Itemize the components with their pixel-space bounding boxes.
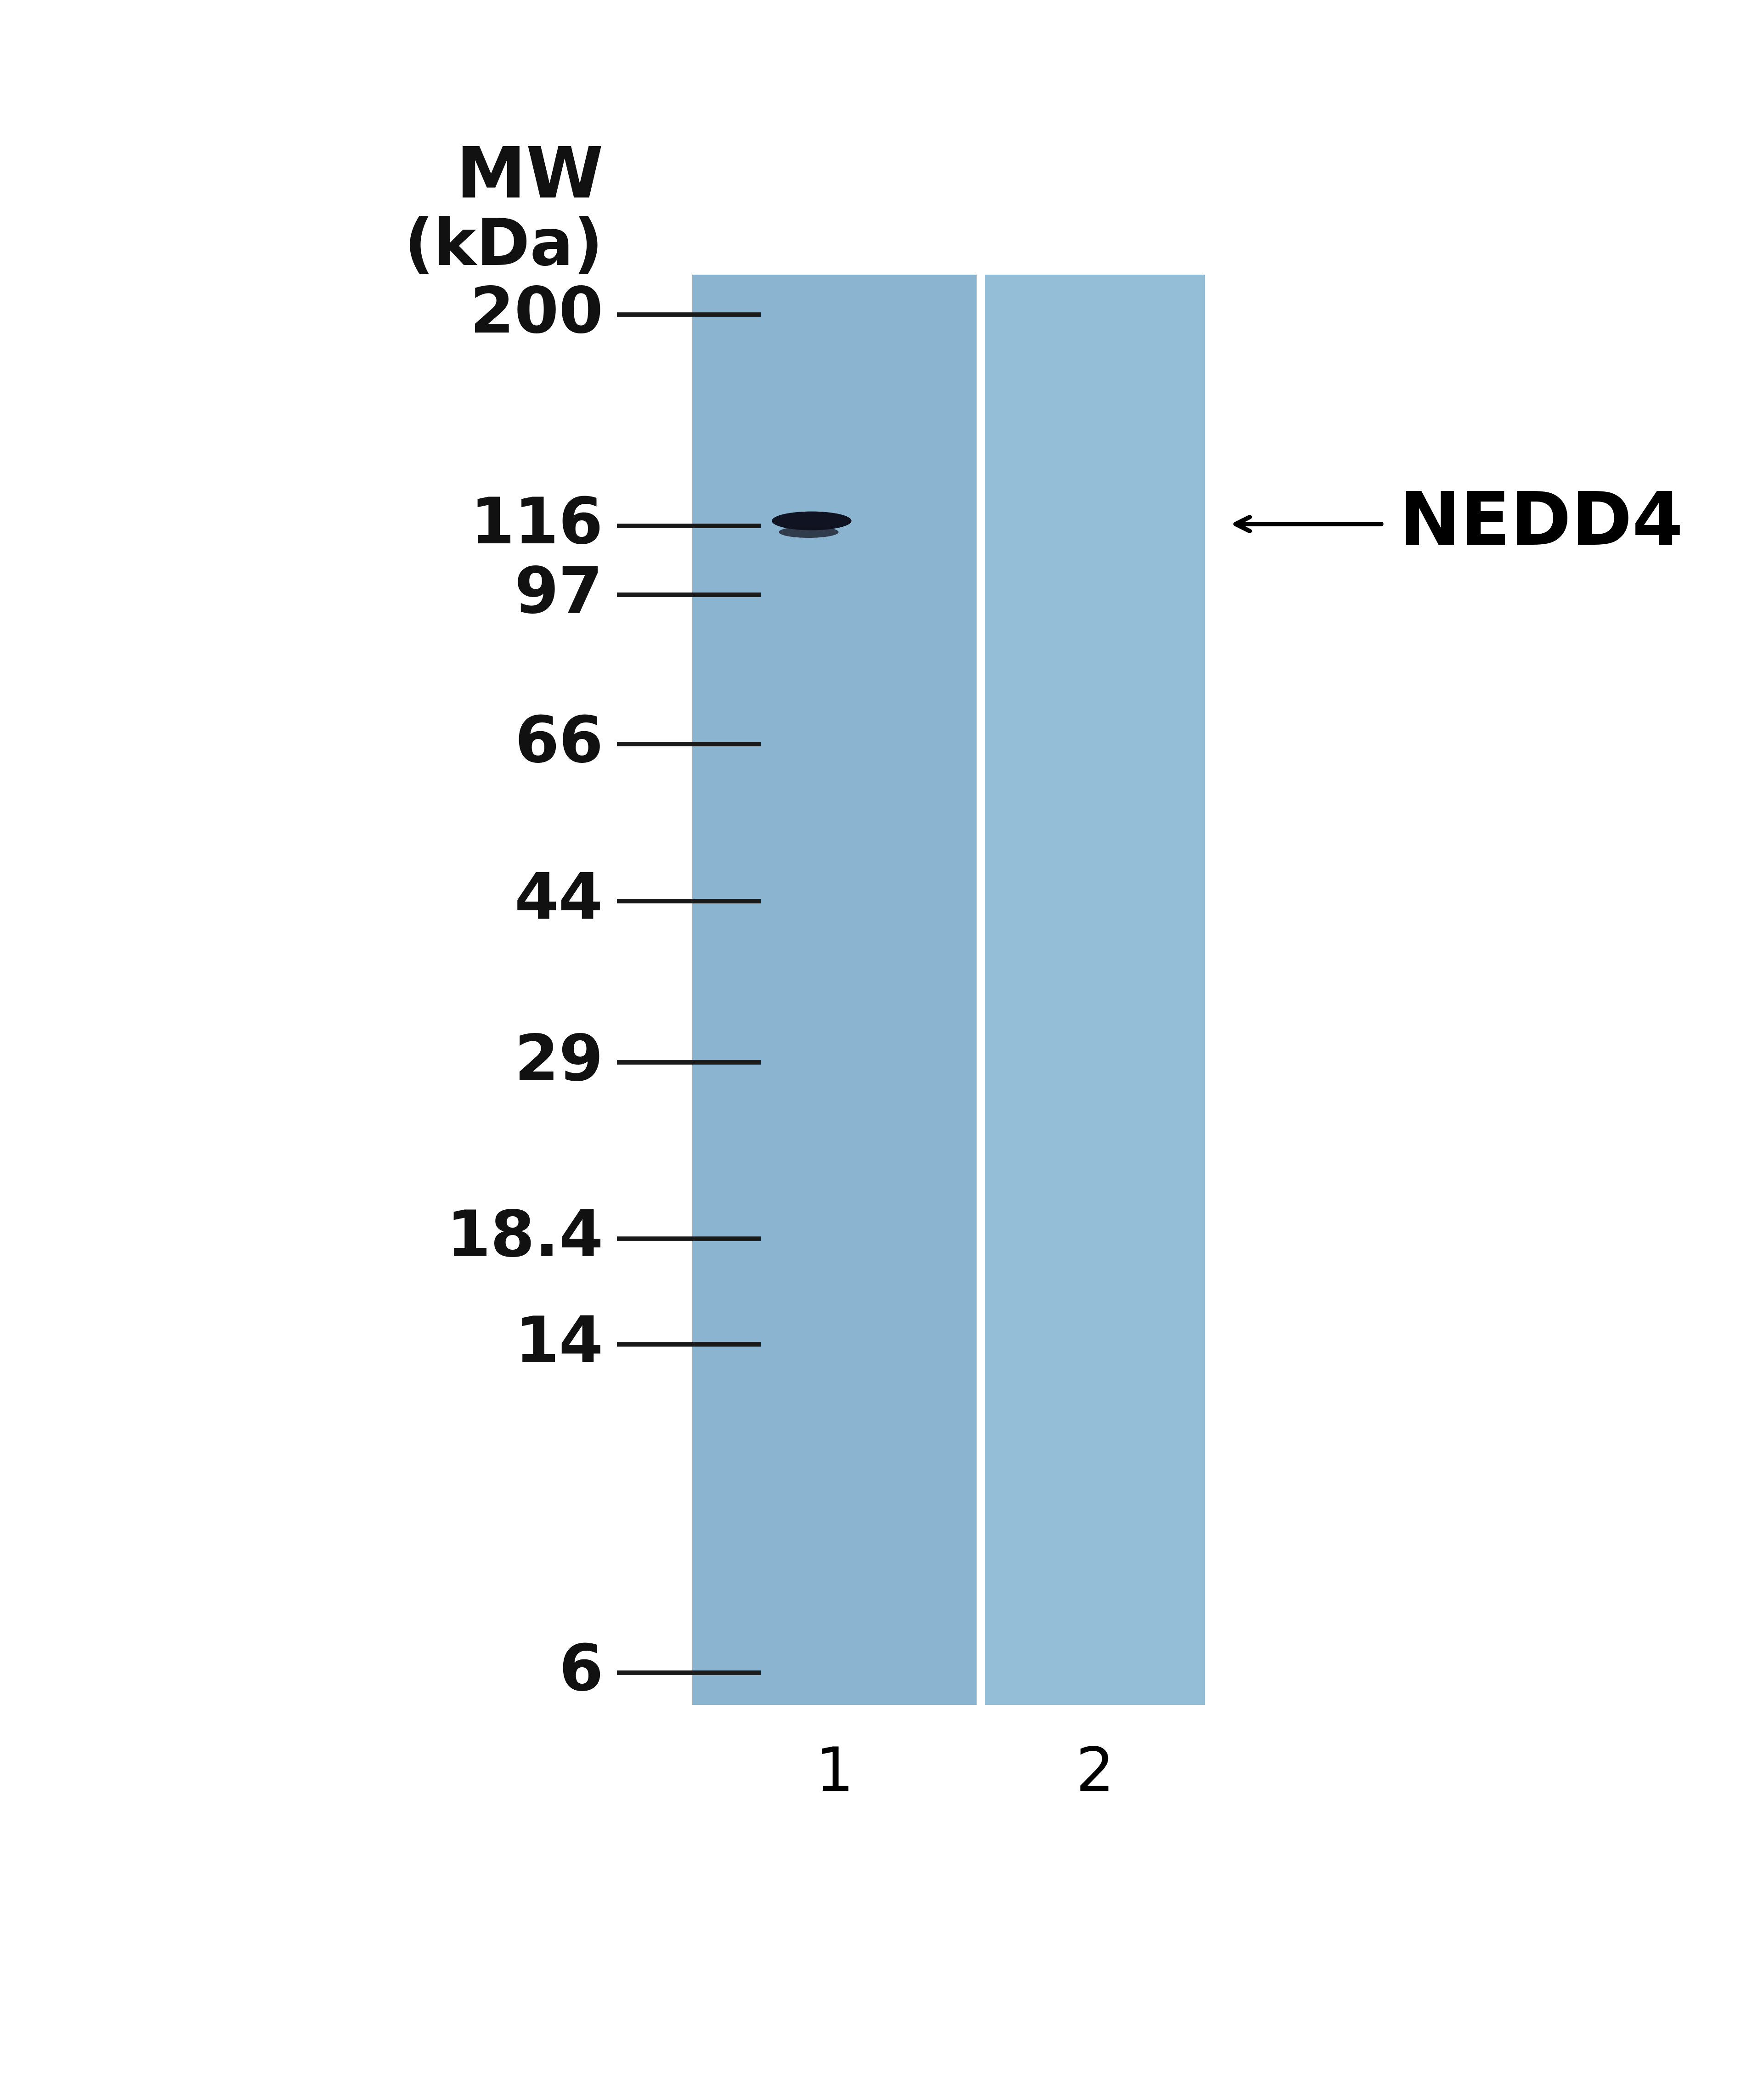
Ellipse shape	[773, 511, 852, 530]
Text: 200: 200	[469, 284, 603, 346]
Bar	[984, 275, 1205, 1705]
Text: 2: 2	[1076, 1745, 1115, 1803]
Ellipse shape	[780, 526, 838, 538]
Bar	[691, 275, 977, 1705]
Text: 6: 6	[559, 1642, 603, 1703]
Text: 14: 14	[515, 1313, 603, 1375]
Bar	[977, 275, 984, 1705]
Text: (kDa): (kDa)	[404, 215, 603, 278]
Text: 1: 1	[815, 1745, 854, 1803]
Text: 44: 44	[515, 870, 603, 933]
Text: 97: 97	[515, 563, 603, 626]
Text: 18.4: 18.4	[446, 1208, 603, 1269]
Text: 116: 116	[471, 495, 603, 557]
Text: 66: 66	[515, 714, 603, 774]
Text: NEDD4: NEDD4	[1399, 488, 1683, 559]
Text: 29: 29	[515, 1031, 603, 1094]
Text: MW: MW	[457, 144, 603, 213]
